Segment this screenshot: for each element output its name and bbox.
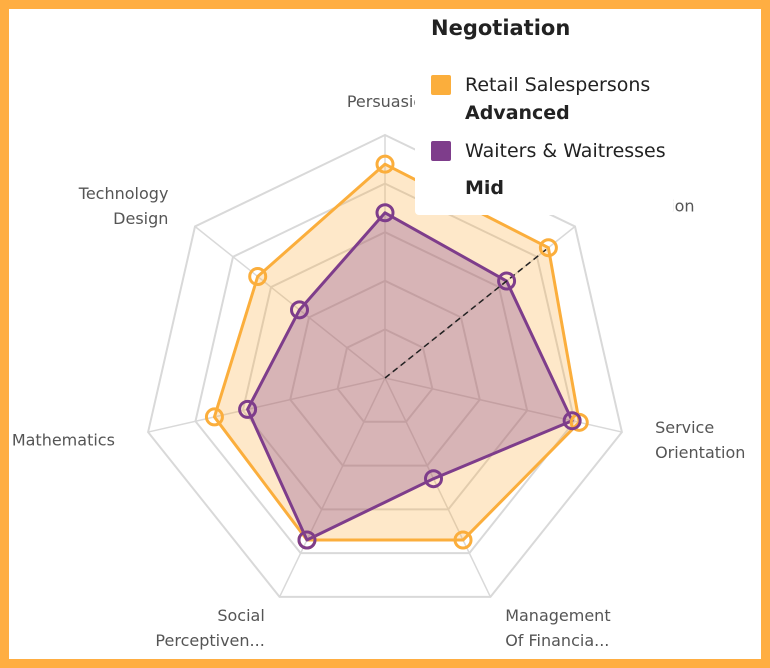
data-point xyxy=(375,203,395,223)
grid-ring xyxy=(194,182,576,555)
tooltip-item-level: Mid xyxy=(465,177,505,199)
data-point xyxy=(538,238,558,258)
grid-spoke xyxy=(384,377,623,433)
tooltip-title: Negotiation xyxy=(431,16,571,40)
axis-label: Social xyxy=(217,606,264,625)
data-point xyxy=(453,530,473,550)
retail-swatch xyxy=(431,75,451,95)
grid-spoke xyxy=(278,377,386,598)
axis-label: Of Financia... xyxy=(505,631,609,650)
data-point xyxy=(248,266,268,286)
radar-series xyxy=(204,154,589,550)
data-point xyxy=(375,154,395,174)
grid-spoke xyxy=(147,377,386,433)
axis-label: Orientation xyxy=(655,443,745,462)
radar-grid xyxy=(147,133,623,598)
grid-spoke xyxy=(194,225,386,379)
axis-label: Technology xyxy=(78,184,169,203)
tooltip-item-waiters: Waiters & Waitresses xyxy=(431,138,666,164)
data-point xyxy=(204,407,224,427)
grid-spoke xyxy=(384,377,492,598)
axis-label: Service xyxy=(655,418,714,437)
data-point xyxy=(290,300,310,320)
data-point xyxy=(497,271,517,291)
grid-ring xyxy=(336,328,434,423)
data-point xyxy=(562,411,582,431)
tooltip-item-level: Advanced xyxy=(465,102,570,124)
axis-label: Mathematics xyxy=(12,431,115,450)
axis-label: Management xyxy=(505,606,610,625)
grid-ring xyxy=(241,231,529,511)
axis-label: Design xyxy=(113,209,168,228)
data-point xyxy=(297,530,317,550)
data-point xyxy=(238,399,258,419)
series-area xyxy=(246,211,574,542)
series-area xyxy=(212,162,581,542)
highlight-line xyxy=(384,247,549,379)
grid-ring xyxy=(147,133,623,598)
tooltip-item-name: Retail Salespersons xyxy=(465,74,651,96)
axis-label: Persuasio xyxy=(347,92,423,111)
data-point xyxy=(423,469,443,489)
data-point xyxy=(569,412,589,432)
tooltip-item-name: Waiters & Waitresses xyxy=(465,140,666,162)
waiters-swatch xyxy=(431,141,451,161)
axis-label: Perceptiven... xyxy=(155,631,264,650)
tooltip-item-retail: Retail Salespersons xyxy=(431,72,650,98)
grid-ring xyxy=(289,279,481,467)
chart-tooltip: Negotiation Retail Salespersons Advanced… xyxy=(415,9,673,215)
